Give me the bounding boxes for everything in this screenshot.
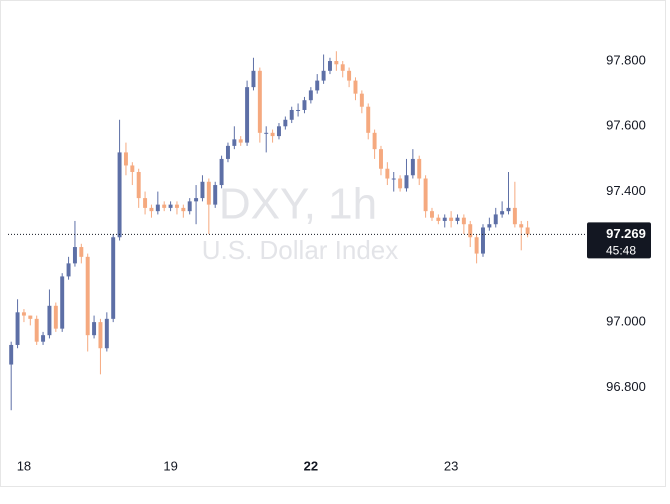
x-tick-label: 22: [304, 458, 318, 473]
candle-body: [327, 61, 332, 71]
candle-body: [123, 152, 128, 166]
candle-body: [283, 119, 288, 127]
countdown-label: 45:48: [606, 243, 636, 257]
candle-body: [130, 165, 135, 172]
candle-body: [117, 152, 122, 238]
candle-body: [257, 70, 262, 133]
candle-body: [468, 224, 473, 238]
candle-body: [213, 185, 218, 205]
candle-body: [315, 80, 320, 91]
candle-body: [194, 198, 199, 202]
candle-body: [321, 70, 326, 81]
y-tick-label: 97.400: [606, 183, 646, 198]
y-tick-label: 97.600: [606, 118, 646, 133]
candle-body: [79, 247, 84, 257]
last-price-label: 97.269: [606, 226, 646, 241]
candle-body: [66, 263, 71, 277]
candle-body: [15, 312, 20, 345]
candle-body: [289, 109, 294, 120]
candle-body: [372, 132, 377, 150]
candle-body: [149, 207, 154, 212]
candle-body: [72, 247, 77, 264]
candle-body: [206, 181, 211, 205]
candle-body: [245, 87, 250, 143]
candle-body: [181, 207, 186, 212]
watermark-name: U.S. Dollar Index: [202, 235, 399, 265]
candle-body: [391, 178, 396, 180]
candle-body: [340, 64, 345, 71]
candle-body: [276, 126, 281, 137]
candle-body: [474, 237, 479, 254]
candle-body: [455, 217, 460, 221]
last-price-box: [587, 222, 651, 259]
candle-body: [347, 70, 352, 81]
candle-body: [519, 224, 524, 228]
candle-body: [111, 237, 116, 319]
candle-body: [461, 217, 466, 225]
candle-body: [308, 90, 313, 101]
candle-body: [34, 318, 39, 342]
candle-body: [404, 175, 409, 189]
candle-body: [442, 217, 447, 221]
candle-body: [359, 93, 364, 107]
candle-body: [219, 158, 224, 186]
candle-body: [525, 227, 530, 235]
candle-body: [232, 139, 237, 146]
candle-body: [21, 312, 26, 316]
candle-body: [225, 145, 230, 159]
candle-body: [512, 207, 517, 225]
candle-body: [174, 204, 179, 208]
candle-body: [487, 224, 492, 228]
candle-body: [60, 276, 65, 329]
candle-body: [270, 132, 275, 137]
candle-body: [238, 139, 243, 143]
candle-body: [500, 211, 505, 215]
candle-body: [430, 211, 434, 218]
candle-body: [200, 181, 205, 199]
candle-body: [187, 201, 192, 212]
candle-body: [162, 204, 167, 208]
candle-body: [143, 198, 148, 208]
x-tick-label: 18: [17, 458, 31, 473]
candle-body: [302, 100, 307, 110]
y-tick-label: 96.800: [606, 379, 646, 394]
candle-body: [436, 217, 441, 221]
candle-body: [53, 305, 58, 329]
candle-body: [379, 149, 383, 169]
candle-body: [385, 168, 390, 179]
candle-body: [481, 227, 485, 254]
y-tick-label: 97.800: [606, 52, 646, 67]
candle-body: [506, 207, 511, 212]
candle-body: [353, 80, 358, 94]
candle-body: [398, 178, 403, 189]
candle-body: [98, 322, 103, 349]
candle-body: [168, 204, 173, 208]
candle-body: [264, 132, 269, 134]
candle-body: [155, 204, 160, 212]
frame: [0, 0, 666, 487]
candle-body: [136, 171, 141, 199]
candle-body: [251, 70, 256, 88]
candle-body: [92, 322, 97, 336]
candle-body: [28, 315, 33, 319]
candle-body: [493, 214, 498, 225]
candle-body: [85, 256, 90, 336]
candle-body: [334, 61, 339, 65]
candle-body: [296, 109, 301, 111]
y-tick-label: 97.000: [606, 314, 646, 329]
x-tick-label: 23: [444, 458, 458, 473]
candle-body: [9, 344, 14, 365]
candle-body: [104, 318, 109, 349]
candle-body: [410, 158, 415, 176]
candle-body: [366, 106, 371, 133]
watermark-symbol: DXY, 1h: [219, 180, 377, 229]
candle-body: [449, 217, 454, 221]
x-tick-label: 19: [163, 458, 177, 473]
candle-body: [423, 178, 428, 212]
candle-body: [47, 305, 52, 336]
candle-body: [41, 335, 46, 342]
candle-body: [417, 158, 422, 179]
